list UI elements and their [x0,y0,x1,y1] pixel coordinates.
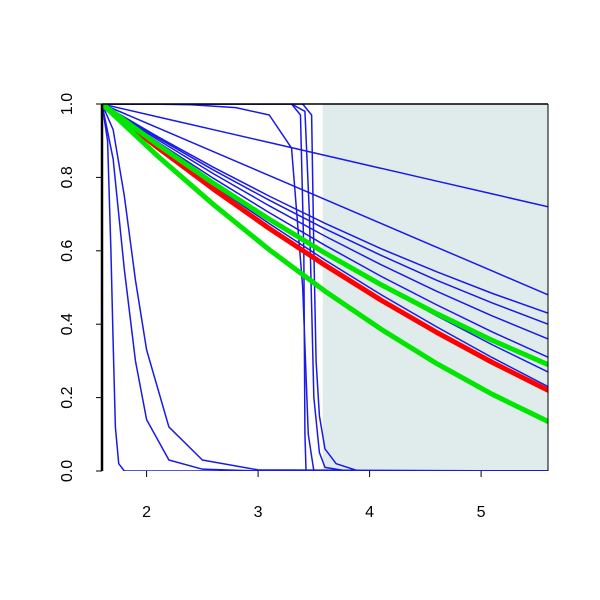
series-line [102,104,548,471]
series-line [102,104,548,368]
series-line [102,104,548,471]
series-line [102,104,548,471]
series-line [102,104,548,314]
y-tick-label: 0.4 [59,313,76,335]
series-line [102,104,548,340]
series-line [102,104,548,393]
series-line [102,104,548,358]
series-line [102,104,548,208]
series-line [102,104,548,296]
y-tick-label: 1.0 [59,93,76,115]
x-tick-label: 3 [254,504,263,521]
y-tick-label: 0.2 [59,386,76,408]
series-line [102,104,548,325]
x-tick-label: 4 [365,504,374,521]
series-line [102,104,548,471]
x-tick-label: 2 [142,504,151,521]
y-tick-label: 0.8 [59,166,76,188]
series-line [102,104,548,471]
y-tick-label: 0.0 [59,460,76,482]
series-line [102,104,548,424]
x-tick-label: 5 [477,504,486,521]
plot-area [102,104,548,471]
y-tick-label: 0.6 [59,240,76,262]
series-line [102,104,548,471]
